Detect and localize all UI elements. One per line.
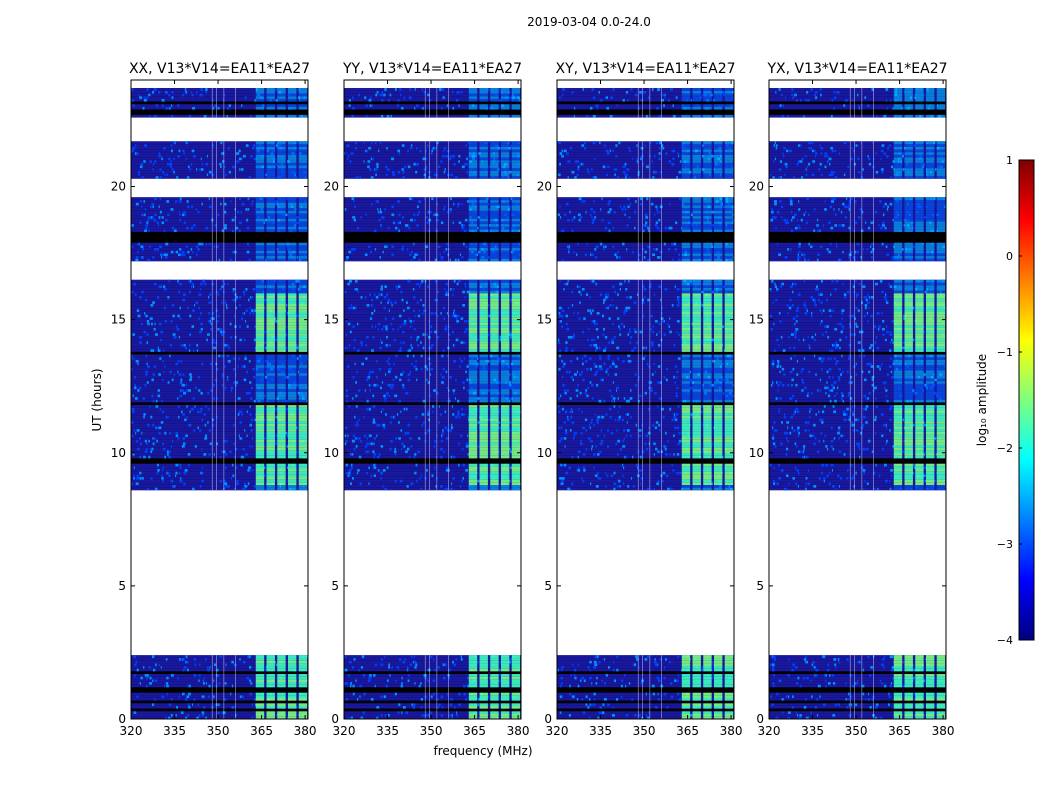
panel-frame — [130, 79, 309, 720]
x-tick-label: 365 — [463, 724, 486, 738]
waterfall-image — [769, 80, 946, 719]
colorbar-tick-label: −4 — [997, 634, 1013, 647]
panel-title: YY, V13*V14=EA11*EA27 — [342, 61, 522, 77]
panels: XX, V13*V14=EA11*EA27 320 335 350 365 380 0 5 10… — [111, 61, 955, 738]
x-tick-label: 335 — [163, 724, 186, 738]
panel-2: XY, V13*V14=EA11*EA27 320 335 350 365 380 0 5 10… — [537, 61, 743, 738]
x-tick-label: 335 — [589, 724, 612, 738]
x-tick-label: 380 — [932, 724, 955, 738]
x-tick-label: 335 — [376, 724, 399, 738]
y-tick-label: 15 — [111, 313, 126, 327]
colorbar-gradient — [1018, 159, 1035, 641]
x-tick-label: 350 — [420, 724, 443, 738]
y-tick-label: 10 — [324, 446, 339, 460]
y-tick-label: 0 — [544, 712, 552, 726]
waterfall-image — [557, 80, 734, 719]
y-tick-label: 15 — [749, 313, 764, 327]
panel-frame — [556, 79, 735, 720]
x-tick-label: 380 — [294, 724, 317, 738]
y-axis-label: UT (hours) — [90, 368, 104, 431]
x-tick-label: 350 — [845, 724, 868, 738]
x-tick-label: 335 — [801, 724, 824, 738]
x-tick-label: 320 — [758, 724, 781, 738]
colorbar-tick-label: −3 — [997, 538, 1013, 551]
y-tick-label: 0 — [331, 712, 339, 726]
panel-frame — [343, 79, 522, 720]
y-tick-label: 0 — [118, 712, 126, 726]
colorbar: log₁₀ amplitude −4 −3 −2 −1 0 1 — [975, 154, 1035, 647]
panel-3: YX, V13*V14=EA11*EA27 320 335 350 365 380 0 5 10… — [749, 61, 955, 738]
y-tick-label: 15 — [537, 313, 552, 327]
x-tick-label: 365 — [250, 724, 273, 738]
x-tick-label: 365 — [676, 724, 699, 738]
y-tick-label: 5 — [756, 579, 764, 593]
x-axis-label: frequency (MHz) — [433, 744, 532, 758]
waterfall-image — [344, 80, 521, 719]
colorbar-tick-label: −2 — [997, 442, 1013, 455]
x-tick-label: 320 — [120, 724, 143, 738]
y-tick-label: 5 — [118, 579, 126, 593]
panel-title: YX, V13*V14=EA11*EA27 — [766, 61, 947, 77]
colorbar-tick-label: −1 — [997, 346, 1013, 359]
colorbar-tick-label: 0 — [1006, 250, 1013, 263]
figure-title: 2019-03-04 0.0-24.0 — [527, 15, 651, 29]
panel-0: XX, V13*V14=EA11*EA27 320 335 350 365 380 0 5 10… — [111, 61, 317, 738]
y-tick-label: 0 — [756, 712, 764, 726]
y-tick-label: 15 — [324, 313, 339, 327]
panel-1: YY, V13*V14=EA11*EA27 320 335 350 365 380 0 5 10… — [324, 61, 530, 738]
x-tick-label: 350 — [633, 724, 656, 738]
y-tick-label: 10 — [111, 446, 126, 460]
y-tick-label: 10 — [537, 446, 552, 460]
x-tick-label: 320 — [333, 724, 356, 738]
x-tick-label: 320 — [546, 724, 569, 738]
y-tick-label: 20 — [324, 180, 339, 194]
x-tick-label: 380 — [507, 724, 530, 738]
panel-title: XY, V13*V14=EA11*EA27 — [555, 61, 735, 77]
y-tick-label: 20 — [749, 180, 764, 194]
y-tick-label: 20 — [537, 180, 552, 194]
y-tick-label: 5 — [331, 579, 339, 593]
panel-frame — [768, 79, 947, 720]
x-tick-label: 380 — [720, 724, 743, 738]
y-tick-label: 10 — [749, 446, 764, 460]
waterfall-image — [131, 80, 308, 719]
y-tick-label: 20 — [111, 180, 126, 194]
panel-title: XX, V13*V14=EA11*EA27 — [129, 61, 310, 77]
colorbar-label: log₁₀ amplitude — [975, 354, 989, 446]
x-tick-label: 365 — [888, 724, 911, 738]
y-tick-label: 5 — [544, 579, 552, 593]
colorbar-tick-label: 1 — [1006, 154, 1013, 167]
x-tick-label: 350 — [207, 724, 230, 738]
